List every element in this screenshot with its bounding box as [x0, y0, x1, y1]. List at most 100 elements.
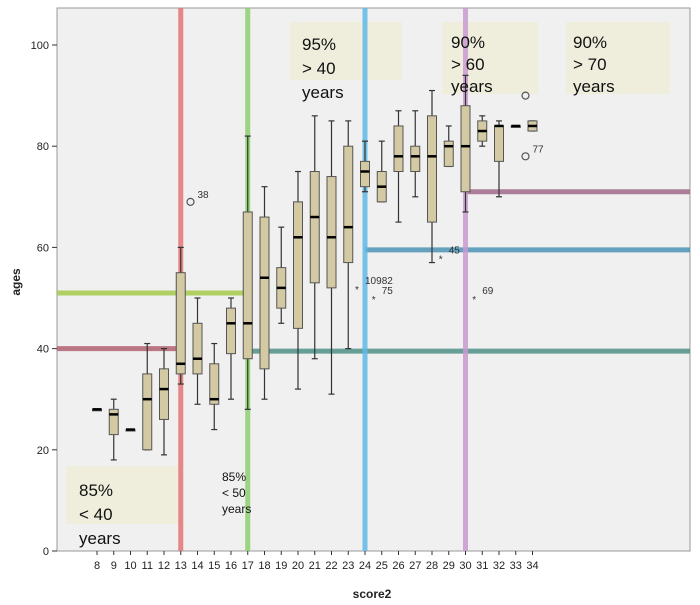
annotation-3-line-2: years	[451, 77, 493, 96]
box-body-22	[326, 176, 337, 289]
plot-area	[56, 7, 691, 552]
outlier-label-1: 109	[365, 276, 382, 287]
box-29	[443, 125, 454, 168]
box-body-12	[159, 368, 169, 420]
outlier-star-1: *	[355, 285, 359, 296]
outlier-label-5: 69	[482, 286, 494, 297]
box-body-16	[226, 307, 236, 355]
x-tick-label-34: 34	[526, 560, 538, 572]
x-tick-label-8: 8	[94, 560, 100, 572]
box-body-21	[309, 171, 320, 284]
box-33	[510, 124, 521, 128]
annotation-4-line-1: > 70	[573, 55, 607, 74]
x-tick-label-15: 15	[208, 560, 220, 572]
y-tick-label-100: 100	[31, 40, 49, 52]
x-tick-label-21: 21	[309, 560, 321, 572]
annotation-3: 90% > 60 years	[451, 33, 493, 96]
box-body-20	[293, 201, 303, 329]
annotation-bg-2	[442, 22, 538, 94]
box-13	[175, 246, 186, 385]
annotation-3-line-0: 90%	[451, 33, 485, 52]
box-16	[226, 297, 236, 400]
box-24	[360, 140, 370, 193]
box-body-24	[360, 160, 370, 188]
box-body-17	[242, 211, 253, 360]
box-body-28	[427, 115, 437, 223]
box-8	[92, 408, 102, 412]
x-axis-title: score2	[353, 587, 392, 601]
box-body-9	[108, 408, 119, 436]
box-body-26	[393, 125, 404, 172]
box-14	[192, 297, 203, 405]
annotation-bg-1	[290, 22, 402, 80]
outlier-label-3: 82	[382, 276, 394, 287]
x-tick-label-24: 24	[359, 560, 371, 572]
box-27	[410, 110, 421, 198]
x-tick-label-26: 26	[392, 560, 404, 572]
x-tick-label-14: 14	[191, 560, 203, 572]
x-axis-ticks: 8 9 10 11 12 13 14 15 16 17 18 19 20 21 22 23 24 25 26 27 28…	[94, 551, 539, 572]
x-tick-label-25: 25	[376, 560, 388, 572]
x-tick-label-28: 28	[426, 560, 438, 572]
box-body-32	[494, 125, 504, 162]
box-20	[293, 170, 303, 390]
y-tick-label-20: 20	[37, 445, 49, 457]
x-tick-label-11: 11	[142, 560, 153, 572]
annotation-4-line-2: years	[573, 77, 615, 96]
annotation-bg-0	[66, 466, 178, 524]
outlier-star-4: *	[439, 255, 443, 266]
box-body-27	[410, 145, 421, 172]
box-25	[376, 140, 387, 203]
x-tick-label-13: 13	[175, 560, 187, 572]
annotation-2-line-1: > 40	[302, 59, 336, 78]
x-tick-label-17: 17	[242, 560, 254, 572]
x-tick-label-9: 9	[111, 560, 117, 572]
outlier-circle-6	[521, 91, 530, 100]
box-19	[276, 226, 287, 324]
x-tick-label-33: 33	[510, 560, 522, 572]
box-body-14	[192, 322, 203, 375]
box-21	[309, 115, 320, 360]
annotation-0-line-2: years	[79, 529, 121, 548]
annotation-0: 85% < 40 years	[79, 481, 121, 548]
outlier-star-2: *	[372, 295, 376, 306]
box-series	[92, 74, 538, 461]
y-tick-label-80: 80	[37, 141, 49, 153]
box-body-29	[443, 140, 454, 167]
annotation-3-line-1: > 60	[451, 55, 485, 74]
annotation-bg-3	[566, 22, 670, 94]
annotation-1: 85% < 50 years	[222, 470, 251, 516]
annotation-0-line-0: 85%	[79, 481, 113, 500]
box-22	[326, 120, 337, 395]
x-tick-label-27: 27	[409, 560, 421, 572]
outlier-label-7: 77	[533, 144, 545, 155]
outlier-label-4: 45	[449, 246, 461, 257]
box-28	[427, 89, 437, 264]
x-tick-label-12: 12	[158, 560, 170, 572]
box-31	[477, 115, 488, 147]
y-tick-label-40: 40	[37, 344, 49, 356]
box-10	[125, 428, 136, 432]
box-body-15	[209, 363, 220, 405]
outlier-circle-0	[186, 197, 195, 206]
region-annotations: 85% < 40 years 85% < 50 years 95% > 40 years 90% >…	[79, 33, 615, 548]
annotation-0-line-1: < 40	[79, 505, 113, 524]
x-tick-label-18: 18	[258, 560, 270, 572]
annotation-4-line-0: 90%	[573, 33, 607, 52]
outlier-label-0: 38	[198, 190, 210, 201]
x-tick-label-16: 16	[225, 560, 237, 572]
box-body-13	[175, 272, 186, 375]
y-tick-label-0: 0	[43, 546, 49, 558]
outlier-label-2: 75	[382, 286, 394, 297]
box-9	[108, 398, 119, 461]
box-18	[259, 186, 270, 400]
x-tick-label-31: 31	[476, 560, 488, 572]
outlier-star-5: *	[472, 295, 476, 306]
box-body-18	[259, 216, 270, 370]
x-tick-label-10: 10	[124, 560, 136, 572]
x-tick-label-19: 19	[275, 560, 287, 572]
x-tick-label-32: 32	[493, 560, 505, 572]
annotation-1-line-0: 85%	[222, 470, 246, 484]
annotation-4: 90% > 70 years	[573, 33, 615, 96]
